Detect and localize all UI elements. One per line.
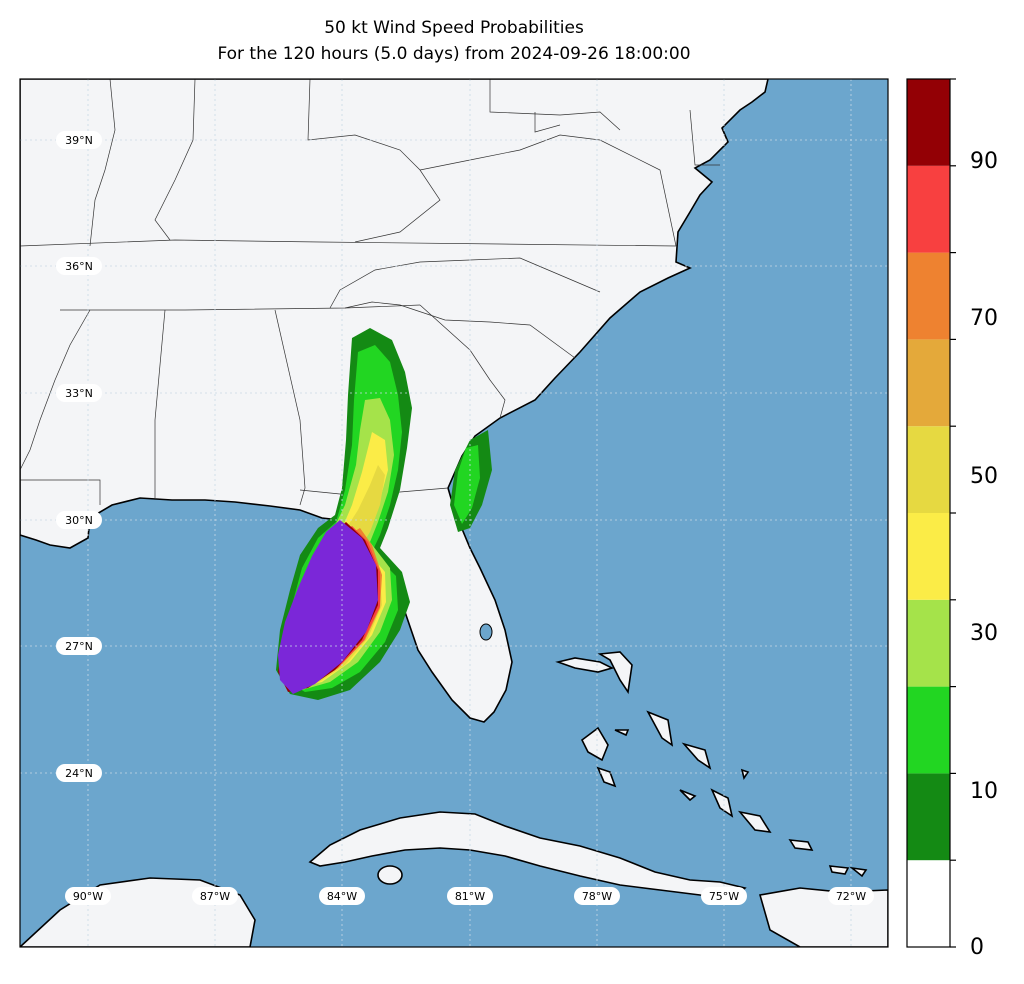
lat-label: 33°N (65, 387, 93, 400)
state-borders (20, 79, 720, 506)
colorbar-tick-label: 90 (970, 149, 998, 174)
lon-label: 78°W (582, 890, 612, 903)
lon-label: 75°W (709, 890, 739, 903)
colorbar-segment (907, 686, 950, 774)
lon-label: 87°W (200, 890, 230, 903)
lat-label: 27°N (65, 640, 93, 653)
colorbar-segment (907, 339, 950, 427)
colorbar-tick-label: 10 (970, 779, 998, 804)
colorbar-segment (907, 599, 950, 687)
colorbar-tick-label: 70 (970, 306, 998, 331)
chart-title: 50 kt Wind Speed Probabilities (324, 18, 584, 38)
isle-of-youth (377, 865, 403, 885)
lon-label: 90°W (73, 890, 103, 903)
lat-label: 39°N (65, 134, 93, 147)
map-frame (19, 78, 889, 948)
map-area: 39°N 36°N 33°N 30°N 27°N 24°N 90°W 87°W … (20, 79, 888, 947)
colorbar-tick-label: 0 (970, 935, 984, 960)
colorbar-segment (907, 860, 950, 947)
latitude-labels: 39°N 36°N 33°N 30°N 27°N 24°N (56, 131, 102, 782)
colorbar-segment (907, 773, 950, 861)
lat-label: 36°N (65, 260, 93, 273)
lat-label: 24°N (65, 767, 93, 780)
lat-label: 30°N (65, 514, 93, 527)
lon-label: 84°W (327, 890, 357, 903)
colorbar-segment (907, 165, 950, 253)
wind-probability-field (276, 328, 492, 700)
colorbar (906, 78, 956, 948)
lon-label: 81°W (455, 890, 485, 903)
colorbar-segment (907, 252, 950, 340)
longitude-labels: 90°W 87°W 84°W 81°W 78°W 75°W 72°W (65, 887, 874, 905)
colorbar-tick-label: 50 (970, 464, 998, 489)
colorbar-segment (907, 513, 950, 600)
chart-subtitle: For the 120 hours (5.0 days) from 2024-0… (217, 44, 691, 64)
probability-band-90-100 (278, 520, 378, 694)
lon-label: 72°W (836, 890, 866, 903)
bahamas (555, 651, 868, 878)
colorbar-segment (907, 79, 950, 166)
colorbar-segment (907, 426, 950, 513)
colorbar-tick-label: 30 (970, 621, 998, 646)
colorbar-tick-labels: 0 10 30 50 70 90 (970, 149, 998, 960)
probability-band-10-20-east (454, 445, 480, 524)
